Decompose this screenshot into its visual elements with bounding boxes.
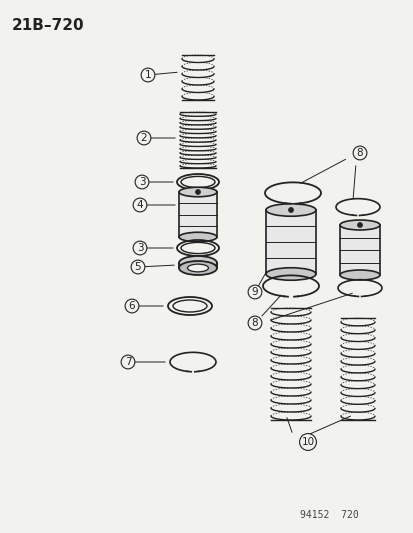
- Text: 5: 5: [134, 262, 141, 272]
- Circle shape: [357, 222, 362, 228]
- Ellipse shape: [266, 268, 315, 280]
- Text: 8: 8: [356, 148, 363, 158]
- Ellipse shape: [187, 264, 208, 272]
- Ellipse shape: [178, 232, 216, 242]
- Ellipse shape: [180, 176, 214, 188]
- Text: 8: 8: [251, 318, 258, 328]
- Ellipse shape: [339, 220, 379, 230]
- Text: 1: 1: [144, 70, 151, 80]
- Text: 3: 3: [136, 243, 143, 253]
- Circle shape: [288, 207, 293, 213]
- Text: 94152  720: 94152 720: [299, 510, 358, 520]
- Ellipse shape: [266, 204, 315, 216]
- Text: 6: 6: [128, 301, 135, 311]
- Text: 2: 2: [140, 133, 147, 143]
- Text: 3: 3: [138, 177, 145, 187]
- Text: 7: 7: [124, 357, 131, 367]
- Ellipse shape: [178, 261, 216, 275]
- Circle shape: [195, 190, 200, 195]
- Text: 10: 10: [301, 437, 314, 447]
- Ellipse shape: [178, 256, 216, 270]
- Ellipse shape: [180, 243, 214, 254]
- Text: 9: 9: [251, 287, 258, 297]
- Text: 4: 4: [136, 200, 143, 210]
- Polygon shape: [266, 210, 315, 274]
- Polygon shape: [339, 225, 379, 275]
- Ellipse shape: [339, 270, 379, 280]
- Text: 21B–720: 21B–720: [12, 18, 84, 33]
- Ellipse shape: [178, 187, 216, 197]
- Polygon shape: [178, 192, 216, 237]
